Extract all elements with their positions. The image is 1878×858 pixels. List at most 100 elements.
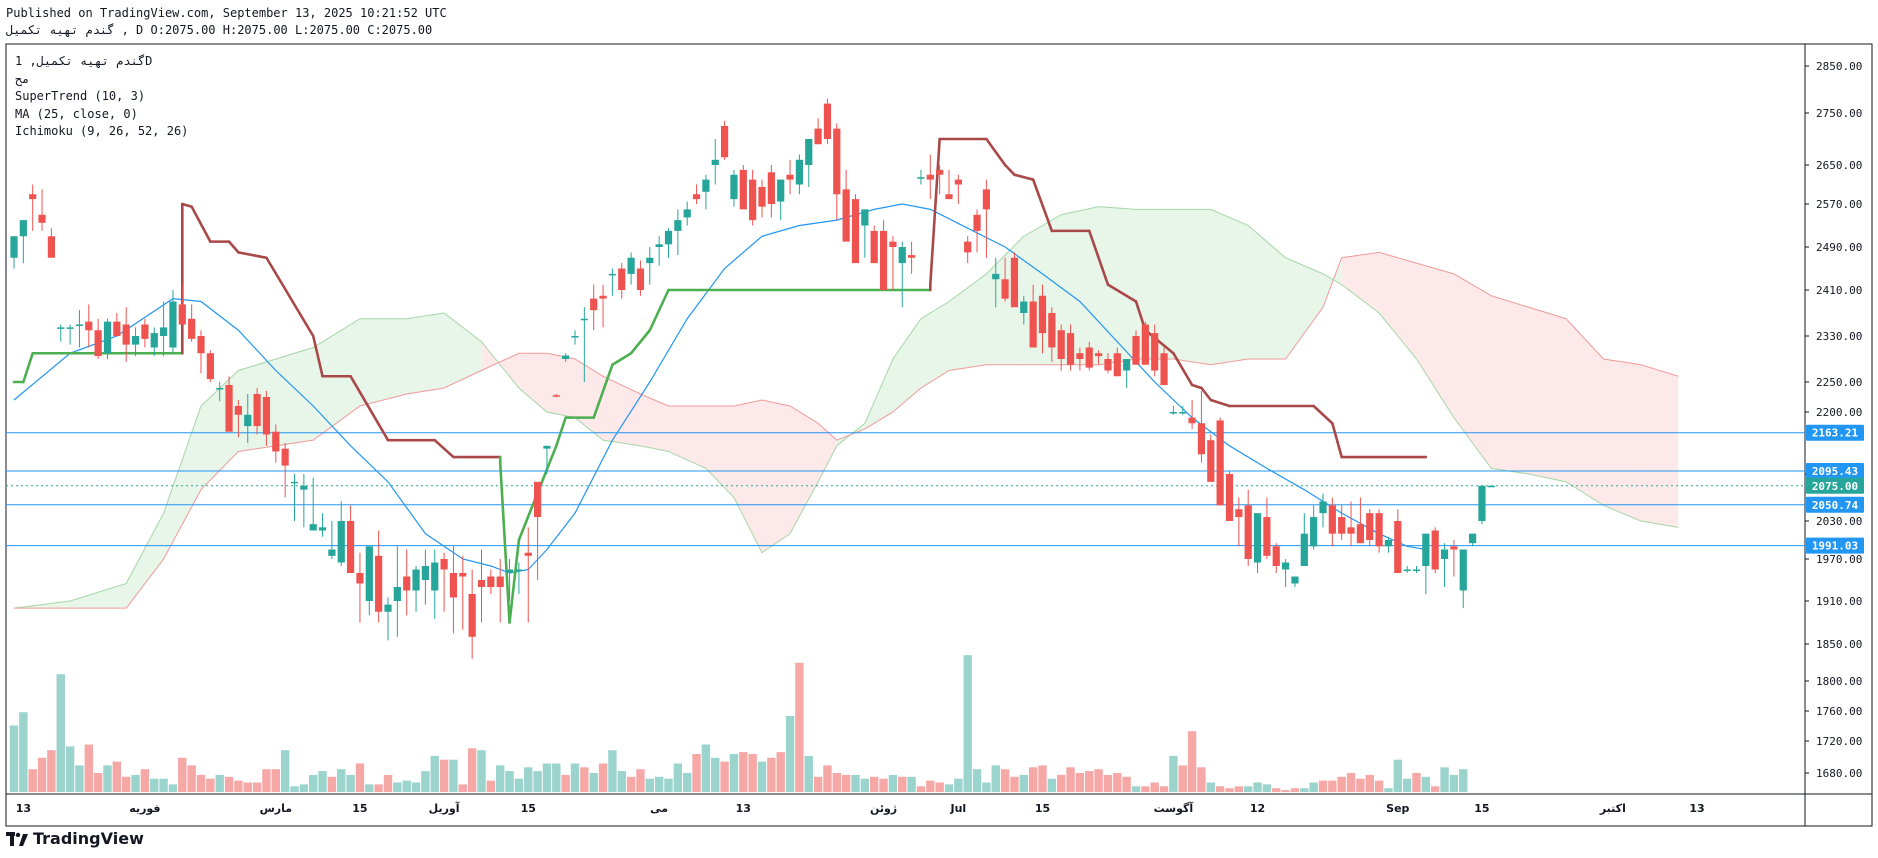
candle-body: [103, 321, 112, 354]
price-tag-box: [1806, 424, 1864, 441]
legend-supertrend[interactable]: SuperTrend (10, 3): [15, 89, 146, 103]
volume-bar: [1440, 767, 1449, 792]
candle-body: [562, 355, 570, 359]
candle-body: [646, 257, 654, 264]
volume-bar: [1337, 776, 1346, 792]
candle-body: [1132, 336, 1140, 365]
volume-bar: [65, 746, 75, 792]
volume-bar: [1393, 759, 1402, 792]
cloud-segment: [1248, 225, 1286, 359]
time-tick-label: 15: [1035, 802, 1050, 815]
price-tag-box: [1806, 496, 1864, 513]
time-tick-label: ژوئن: [870, 802, 897, 815]
cloud-segment: [1136, 209, 1174, 359]
candle-body: [216, 388, 224, 390]
candle-body: [627, 257, 635, 274]
volume-bar: [1449, 774, 1459, 792]
cloud-segment: [359, 318, 407, 406]
volume-bar: [552, 763, 561, 792]
cloud-segment: [920, 301, 949, 388]
cloud-segment: [818, 423, 837, 482]
candle-body: [992, 273, 1000, 280]
supertrend-segment: [1106, 283, 1138, 303]
volume-bar: [748, 754, 757, 792]
volume-bar: [870, 776, 879, 792]
volume-bar: [28, 769, 37, 792]
price-tick-label: 2490.00: [1816, 241, 1862, 254]
time-tick-label: Jul: [949, 802, 966, 815]
candle-body: [1338, 517, 1346, 534]
candle-body: [85, 321, 93, 331]
legend-symbol[interactable]: گندم تهیه تکمیل, 1D: [15, 54, 153, 68]
volume-bar: [701, 744, 711, 792]
candle-body: [908, 255, 916, 258]
volume-bar: [402, 780, 411, 792]
price-axis: 2850.00 2750.00 2650.00 2570.00 2490.00 2410.…: [1805, 60, 1862, 780]
supertrend-segment: [311, 334, 324, 378]
volume-bar: [654, 776, 664, 792]
legend-ichimoku[interactable]: Ichimoku (9, 26, 52, 26): [15, 124, 189, 138]
volume-bar: [355, 763, 365, 792]
volume-bar: [636, 769, 645, 792]
candle-body: [234, 406, 242, 415]
supertrend-segment: [592, 363, 614, 419]
candle-body: [1328, 505, 1336, 534]
candle-body: [1384, 540, 1393, 547]
volume-bar: [103, 765, 112, 792]
volume-bar: [1459, 769, 1468, 792]
candle-body: [440, 559, 448, 570]
price-tags: 2163.21 2095.43 2075.00 2050.74 1991.03: [1806, 424, 1864, 554]
time-tick-label: 13: [736, 802, 751, 815]
volume-bar: [1057, 774, 1066, 792]
volume-bar: [243, 782, 252, 792]
candle-body: [169, 301, 177, 348]
candle-body: [38, 214, 46, 223]
candle-body: [393, 587, 401, 601]
volume-bar: [496, 765, 505, 792]
time-tick-label: فوریه: [129, 802, 160, 815]
volume-bar: [1187, 731, 1197, 792]
candle-body: [75, 324, 84, 326]
volume-bar: [1066, 767, 1075, 792]
candle-body: [1422, 533, 1430, 566]
volume-bar: [374, 784, 383, 792]
supertrend-segment: [1312, 404, 1334, 425]
volume-bar: [477, 750, 486, 792]
volume-bar: [1122, 776, 1131, 792]
candle-body: [758, 186, 766, 207]
volume-bar: [1000, 769, 1010, 792]
candle-body: [1141, 324, 1149, 365]
candle-body: [599, 295, 607, 299]
volume-bar: [9, 725, 19, 792]
tradingview-brand[interactable]: TradingView: [6, 829, 144, 848]
candle-body: [1431, 530, 1439, 570]
candle-body: [833, 128, 841, 195]
price-tick-label: 1800.00: [1816, 675, 1862, 688]
candle-body: [347, 521, 355, 573]
volume-bar: [1215, 786, 1225, 792]
volume-bar: [954, 778, 963, 792]
legend-ma[interactable]: MA (25, close, 0): [15, 106, 138, 121]
volume-bar: [318, 771, 327, 792]
volume-bar: [1356, 778, 1365, 792]
volume-bar: [1412, 773, 1421, 792]
candle-body: [973, 214, 981, 231]
candle-body: [225, 385, 233, 432]
volume-bar: [112, 761, 122, 792]
price-tag-box: [1806, 537, 1864, 554]
volume-bar: [888, 774, 898, 792]
volume-bar: [1019, 774, 1028, 792]
supertrend-segment: [1003, 163, 1016, 177]
time-tick-label: 13: [1689, 802, 1704, 815]
candle-body: [449, 573, 458, 598]
volume-bar: [720, 761, 729, 792]
cloud-segment: [1453, 273, 1492, 469]
volume-bar: [1318, 780, 1328, 792]
volume-bar: [1234, 786, 1244, 792]
volume-bar: [542, 763, 552, 792]
volume-bar: [767, 757, 776, 792]
candle-body: [459, 573, 467, 577]
volume-bar: [944, 784, 954, 792]
volume-bar: [963, 655, 972, 792]
